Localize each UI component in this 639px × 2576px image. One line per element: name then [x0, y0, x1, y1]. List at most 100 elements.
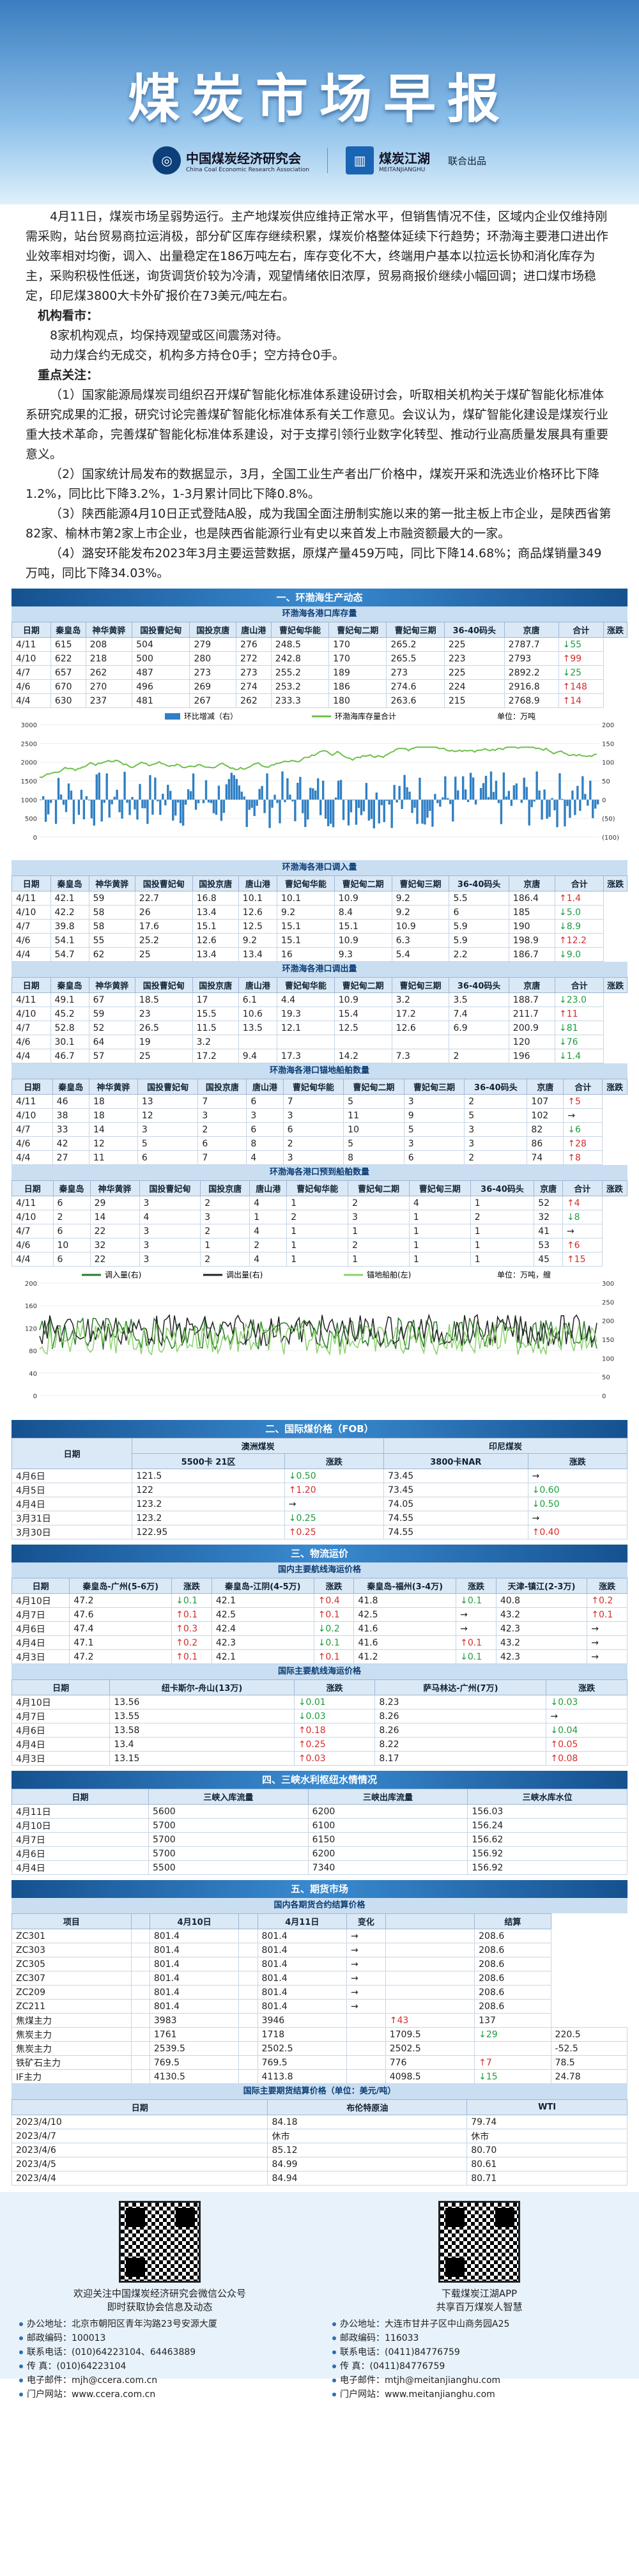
intl-futures-cell: 2023/4/7 [11, 2129, 268, 2143]
inventory-cell: ↑148 [558, 679, 604, 694]
change-bar [464, 789, 467, 800]
change-bar [139, 783, 141, 800]
inflow-table: 日期 秦皇岛 神华黄骅 国投曹妃甸 国投京唐 唐山港 曹妃甸华能 曹妃甸二期 曹妃甸三期 36-4… [12, 875, 627, 962]
anchor-cell: 6 [137, 1150, 199, 1165]
change-bar [424, 799, 426, 825]
intl-price-cell: → [284, 1497, 385, 1511]
change-bar [574, 799, 576, 815]
inventory-cell: 270 [85, 679, 133, 694]
change-bar [59, 794, 63, 800]
change-bar [548, 799, 551, 817]
domestic-freight-cell: ↓0.1 [171, 1593, 212, 1608]
change-bar [210, 799, 213, 803]
intl-futures-cell: 80.70 [466, 2143, 627, 2157]
preship-cell: 6 [52, 1196, 91, 1210]
change-bar [177, 799, 180, 803]
outflow-cell: 15.5 [192, 1006, 239, 1021]
y2-tick-label: 200 [602, 1318, 614, 1325]
change-bar [492, 792, 495, 800]
inflow-cell: 62 [88, 947, 135, 962]
change-bar [111, 799, 113, 805]
domestic-futures-cell: 801.4 [257, 1929, 347, 1943]
change-bar [342, 799, 345, 821]
domestic-futures-cell: ↑7 [474, 2055, 551, 2070]
bohai-col-11: 合计 [555, 977, 604, 993]
change-bar [581, 776, 584, 800]
domestic-freight-cell: 41.6 [353, 1635, 457, 1650]
mtjh-qr-code[interactable] [438, 2201, 520, 2283]
outflow-cell: 25 [134, 1049, 193, 1063]
outflow-cell [238, 1035, 277, 1049]
preship-row: 4/11 6 29 3 2 4 1 2 4 1 52 ↑4 [12, 1196, 627, 1210]
change-bar [510, 799, 513, 806]
inflow-cell: 186.4 [508, 891, 556, 906]
domestic-freight-cell: 41.8 [353, 1593, 457, 1608]
inventory-cell: 4/4 [12, 693, 51, 708]
intl-price-cell: → [527, 1469, 628, 1483]
change-bar [398, 785, 401, 800]
outflow-row: 4/7 52.8 52 26.5 11.5 13.5 12.1 12.5 12.6 6.9 200.… [12, 1021, 627, 1035]
preship-cell: 1 [348, 1224, 410, 1238]
domestic-freight-col-3: 秦皇岛-江阴(4-5万) [211, 1578, 314, 1594]
inventory-col-10: 京唐 [504, 622, 559, 638]
change-bar [108, 799, 111, 818]
inventory-chart: 3000 2500 2000 1500 1000 500 0 200 150 100 50 0 (50)… [12, 709, 627, 856]
anchor-cell: ↓6 [563, 1122, 603, 1137]
inventory-cell: 253.2 [270, 679, 330, 694]
change-bar [469, 773, 472, 800]
intl-price-table: 日期 澳洲煤炭 印尼煤炭 5500卡 21区 涨跌 3800卡NAR 涨跌 4月… [11, 1438, 628, 1539]
change-bar [164, 799, 167, 806]
change-bar [564, 799, 566, 827]
domestic-futures-cell [238, 1957, 258, 1971]
inventory-cell: 274 [236, 679, 272, 694]
intl-freight-cell: 13.4 [109, 1737, 295, 1752]
intl-price-cell: 122 [132, 1483, 285, 1497]
inventory-cell: 496 [132, 679, 190, 694]
intl-freight-cell: 8.26 [374, 1723, 547, 1738]
intl-price-row: 4月5日 122 ↑1.20 73.45 ↓0.60 [11, 1483, 628, 1497]
domestic-freight-cell: 42.5 [353, 1607, 457, 1622]
mtjh-emblem-icon: ▥ [346, 146, 374, 174]
bohai-col-4: 国投京唐 [192, 875, 239, 891]
ccera-qr-code[interactable] [119, 2201, 201, 2283]
preship-row: 4/6 10 32 3 1 2 1 2 1 1 53 ↑6 [12, 1238, 627, 1253]
outflow-cell: 7.4 [449, 1006, 509, 1021]
intl-freight-cell: 8.17 [374, 1751, 547, 1766]
inventory-cell: 225 [443, 637, 505, 652]
domestic-freight-cell: 43.2 [495, 1607, 588, 1622]
domestic-futures-cell: 24.78 [550, 2069, 628, 2084]
intl-freight-cell: 8.22 [374, 1737, 547, 1752]
change-bar [393, 785, 396, 800]
change-bar [184, 799, 187, 805]
inflow-cell: 26 [134, 905, 193, 920]
change-bar [296, 782, 299, 800]
domestic-futures-cell: 801.4 [149, 1999, 240, 2014]
change-bar [116, 789, 118, 800]
anchor-row: 4/7 33 14 3 2 6 6 10 5 3 82 ↓6 [12, 1122, 627, 1137]
outflow-cell: 12.6 [391, 1021, 450, 1035]
change-bar [484, 776, 488, 800]
preship-cell: 1 [200, 1238, 250, 1253]
outflow-cell: 120 [508, 1035, 556, 1049]
domestic-futures-cell: ↓15 [474, 2069, 551, 2084]
anchor-cell: 13 [137, 1094, 199, 1109]
intl-price-row: 4月6日 121.5 ↓0.50 73.45 → [11, 1469, 628, 1483]
outflow-cell: 7.3 [391, 1049, 450, 1063]
domestic-futures-cell [238, 1985, 258, 2000]
anchor-cell: 38 [52, 1108, 89, 1123]
anchor-cell: ↑28 [563, 1136, 603, 1151]
inventory-cell: 274.6 [386, 679, 445, 694]
bullet-icon [332, 2364, 336, 2368]
three-gorges-col-0: 日期 [11, 1789, 150, 1805]
domestic-freight-col-8: 涨跌 [587, 1578, 627, 1594]
inflow-cell: 13.4 [192, 905, 239, 920]
bohai-col-12: 涨跌 [603, 977, 627, 993]
preship-cell: 29 [89, 1196, 140, 1210]
bohai-col-3: 国投曹妃甸 [139, 1180, 201, 1196]
change-bar [128, 799, 131, 815]
focus-para-2: （2）国家统计局发布的数据显示，3月，全国工业生产者出厂价格中，煤炭开采和洗选业… [26, 467, 600, 501]
anchor-cell: 2 [464, 1094, 528, 1109]
change-bar [571, 791, 574, 800]
domestic-futures-cell [238, 1943, 258, 1957]
change-bar [263, 799, 266, 814]
